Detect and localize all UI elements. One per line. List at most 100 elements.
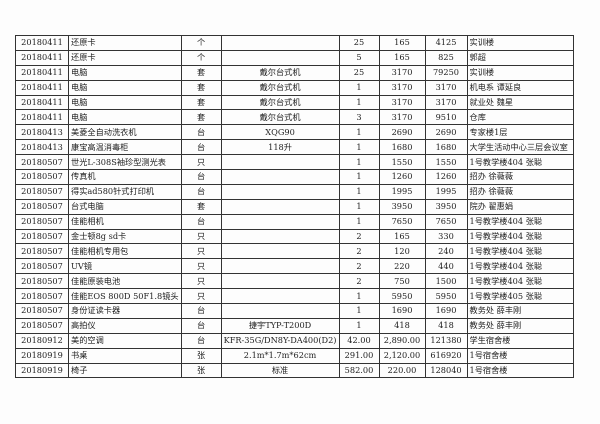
cell-item-name: 美菱全自动洗衣机 <box>68 124 182 141</box>
cell-unit-price: 3170 <box>378 79 426 96</box>
cell-location: 学生宿舍楼 <box>466 332 574 349</box>
cell-quantity: 3 <box>338 109 380 126</box>
cell-item-name: 佳能相机专用包 <box>68 243 182 260</box>
cell-total: 330 <box>424 228 468 245</box>
cell-unit-price: 5950 <box>378 288 426 305</box>
cell-total: 825 <box>424 49 468 66</box>
cell-location: 仓库 <box>466 109 574 126</box>
cell-unit-price: 7650 <box>378 213 426 230</box>
cell-unit: 个 <box>180 49 222 66</box>
table-row: 20180411 还原卡个 5 165 825 郭超 <box>15 49 574 66</box>
cell-date: 20180507 <box>15 288 69 305</box>
cell-item-name: 佳能EOS 800D 50F1.8镜头 <box>68 288 182 305</box>
cell-quantity: 1 <box>338 183 380 200</box>
table-row: 20180507 佳能EOS 800D 50F1.8镜头只 1 5950 5950 1号教… <box>15 288 574 305</box>
cell-item-name: 得实ad580针式打印机 <box>68 183 182 200</box>
cell-unit: 台 <box>180 124 222 141</box>
table-row: 20180507 佳能相机专用包只 2 120 240 1号教学楼404 张聪 <box>15 243 574 260</box>
asset-table: 20180411 还原卡个 25 165 4125 实训楼 20180411 还原卡个 5 165… <box>15 35 574 379</box>
cell-unit-price: 2690 <box>378 124 426 141</box>
cell-unit: 只 <box>180 154 222 171</box>
cell-date: 20180507 <box>15 198 69 215</box>
cell-total: 240 <box>424 243 468 260</box>
table-row: 20180507 传真机台 1 1260 1260 招办 徐薇薇 <box>15 169 574 185</box>
table-row: 20180507 世光L-308S袖珍型测光表只 1 1550 1550 1号教学楼404… <box>15 154 574 171</box>
cell-quantity: 1 <box>338 198 380 215</box>
cell-quantity: 2 <box>338 273 380 290</box>
cell-model: 捷宇TYP-T200D <box>220 317 340 334</box>
cell-total: 121380 <box>424 332 468 349</box>
cell-unit-price: 2,890.00 <box>378 332 426 349</box>
cell-model <box>220 213 340 230</box>
cell-model <box>220 154 340 171</box>
cell-item-name: 电脑 <box>68 109 182 126</box>
cell-item-name: 书桌 <box>68 347 182 364</box>
cell-date: 20180507 <box>15 228 69 245</box>
table-row: 20180507 身份证读卡器台 1 1690 1690 教务处 薛丰刚 <box>15 303 574 319</box>
cell-quantity: 582.00 <box>338 362 380 379</box>
cell-quantity: 1 <box>338 154 380 171</box>
cell-item-name: 金士顿8g sd卡 <box>68 228 182 245</box>
cell-quantity: 2 <box>338 258 380 275</box>
cell-quantity: 1 <box>338 303 380 319</box>
table-row: 20180411 电脑套戴尔台式机 1 3170 3170 就业处 魏星 <box>15 94 574 111</box>
cell-location: 1号教学楼404 张聪 <box>466 258 574 275</box>
table-row: 20180507 高拍仪台捷宇TYP-T200D 1 418 418 教务处 薛丰刚 <box>15 317 574 334</box>
table-row: 20180507 佳能相机台 1 7650 7650 1号教学楼404 张聪 <box>15 213 574 230</box>
cell-unit: 个 <box>180 35 222 51</box>
cell-model <box>220 228 340 245</box>
cell-unit: 台 <box>180 332 222 349</box>
cell-quantity: 2 <box>338 243 380 260</box>
cell-location: 1号宿舍楼 <box>466 362 574 379</box>
cell-location: 教务处 薛丰刚 <box>466 303 574 319</box>
cell-unit-price: 3950 <box>378 198 426 215</box>
cell-total: 3170 <box>424 79 468 96</box>
cell-model <box>220 198 340 215</box>
cell-total: 440 <box>424 258 468 275</box>
cell-unit-price: 3170 <box>378 94 426 111</box>
cell-date: 20180912 <box>15 332 69 349</box>
cell-unit-price: 1680 <box>378 139 426 156</box>
cell-date: 20180507 <box>15 213 69 230</box>
cell-unit-price: 220.00 <box>378 362 426 379</box>
cell-quantity: 42.00 <box>338 332 380 349</box>
cell-unit-price: 220 <box>378 258 426 275</box>
cell-date: 20180507 <box>15 243 69 260</box>
cell-total: 7650 <box>424 213 468 230</box>
cell-total: 1680 <box>424 139 468 156</box>
cell-model <box>220 273 340 290</box>
table-row: 20180919 椅子张标准 582.00 220.00 128040 1号宿舍楼 <box>15 362 574 379</box>
cell-item-name: 还原卡 <box>68 35 182 51</box>
cell-unit: 只 <box>180 258 222 275</box>
cell-unit-price: 2,120.00 <box>378 347 426 364</box>
table-row: 20180411 电脑套戴尔台式机 3 3170 9510 仓库 <box>15 109 574 126</box>
cell-model: 戴尔台式机 <box>220 94 340 111</box>
cell-quantity: 25 <box>338 64 380 81</box>
cell-quantity: 1 <box>338 79 380 96</box>
cell-unit: 台 <box>180 183 222 200</box>
cell-unit: 只 <box>180 288 222 305</box>
cell-item-name: 电脑 <box>68 64 182 81</box>
cell-location: 大学生活动中心三层会议室 <box>466 139 574 156</box>
cell-item-name: 身份证读卡器 <box>68 303 182 319</box>
cell-quantity: 291.00 <box>338 347 380 364</box>
cell-total: 9510 <box>424 109 468 126</box>
cell-total: 3950 <box>424 198 468 215</box>
cell-location: 院办 翟惠娟 <box>466 198 574 215</box>
cell-location: 郭超 <box>466 49 574 66</box>
cell-unit: 套 <box>180 198 222 215</box>
cell-item-name: 佳能原装电池 <box>68 273 182 290</box>
cell-item-name: 电脑 <box>68 79 182 96</box>
cell-total: 1260 <box>424 169 468 185</box>
cell-unit: 台 <box>180 317 222 334</box>
table-row: 20180507 金士顿8g sd卡只 2 165 330 1号教学楼404 张聪 <box>15 228 574 245</box>
cell-total: 1995 <box>424 183 468 200</box>
cell-quantity: 1 <box>338 94 380 111</box>
cell-model: XQG90 <box>220 124 340 141</box>
cell-unit-price: 165 <box>378 35 426 51</box>
cell-location: 实训楼 <box>466 35 574 51</box>
cell-unit-price: 165 <box>378 228 426 245</box>
cell-unit-price: 165 <box>378 49 426 66</box>
cell-location: 1号教学楼404 张聪 <box>466 154 574 171</box>
cell-unit-price: 3170 <box>378 109 426 126</box>
